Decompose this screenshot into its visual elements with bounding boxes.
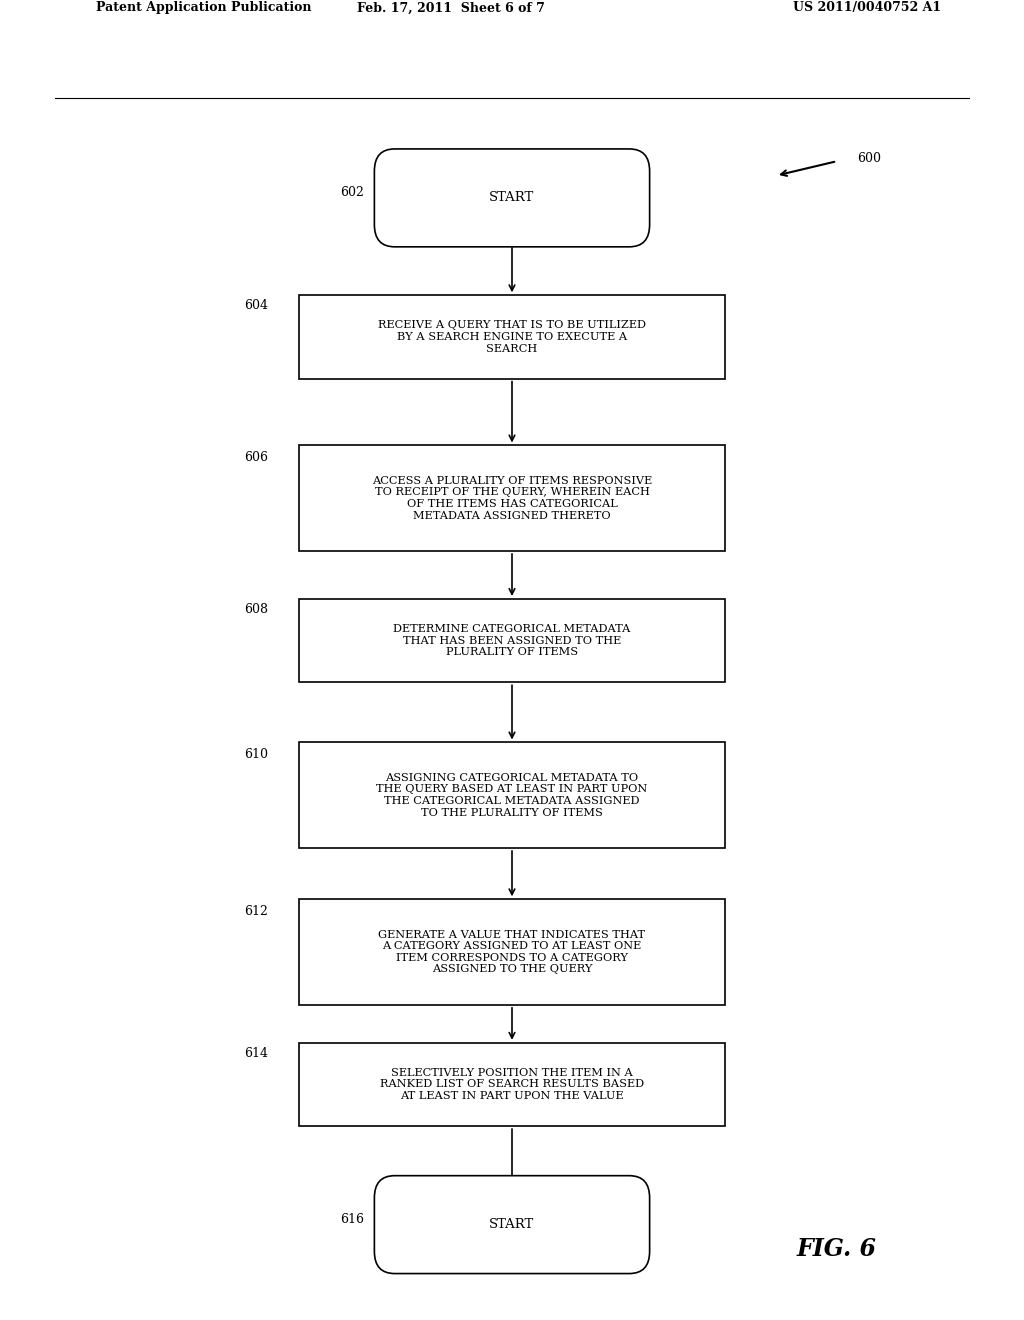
- Text: GENERATE A VALUE THAT INDICATES THAT
A CATEGORY ASSIGNED TO AT LEAST ONE
ITEM CO: GENERATE A VALUE THAT INDICATES THAT A C…: [379, 929, 645, 974]
- Text: 606: 606: [245, 450, 268, 463]
- Text: START: START: [489, 191, 535, 205]
- Text: SELECTIVELY POSITION THE ITEM IN A
RANKED LIST OF SEARCH RESULTS BASED
AT LEAST : SELECTIVELY POSITION THE ITEM IN A RANKE…: [380, 1068, 644, 1101]
- FancyBboxPatch shape: [299, 899, 725, 1005]
- Text: START: START: [489, 1218, 535, 1232]
- FancyBboxPatch shape: [299, 742, 725, 847]
- Text: RECEIVE A QUERY THAT IS TO BE UTILIZED
BY A SEARCH ENGINE TO EXECUTE A
SEARCH: RECEIVE A QUERY THAT IS TO BE UTILIZED B…: [378, 321, 646, 354]
- Text: ASSIGNING CATEGORICAL METADATA TO
THE QUERY BASED AT LEAST IN PART UPON
THE CATE: ASSIGNING CATEGORICAL METADATA TO THE QU…: [377, 772, 647, 817]
- FancyBboxPatch shape: [299, 599, 725, 682]
- Text: US 2011/0040752 A1: US 2011/0040752 A1: [794, 1, 941, 15]
- FancyBboxPatch shape: [299, 445, 725, 550]
- Text: 602: 602: [340, 186, 365, 199]
- Text: Patent Application Publication: Patent Application Publication: [95, 1, 311, 15]
- Text: Feb. 17, 2011  Sheet 6 of 7: Feb. 17, 2011 Sheet 6 of 7: [357, 1, 545, 15]
- Text: 604: 604: [245, 300, 268, 313]
- Text: 616: 616: [340, 1213, 365, 1225]
- FancyBboxPatch shape: [299, 296, 725, 379]
- FancyBboxPatch shape: [299, 1043, 725, 1126]
- Text: ACCESS A PLURALITY OF ITEMS RESPONSIVE
TO RECEIPT OF THE QUERY, WHEREIN EACH
OF : ACCESS A PLURALITY OF ITEMS RESPONSIVE T…: [372, 475, 652, 520]
- FancyBboxPatch shape: [375, 1176, 649, 1274]
- Text: 600: 600: [857, 152, 882, 165]
- FancyBboxPatch shape: [375, 149, 649, 247]
- Text: FIG. 6: FIG. 6: [797, 1237, 877, 1261]
- Text: 610: 610: [245, 747, 268, 760]
- Text: 614: 614: [245, 1047, 268, 1060]
- Text: 608: 608: [245, 603, 268, 616]
- Text: 612: 612: [245, 904, 268, 917]
- Text: DETERMINE CATEGORICAL METADATA
THAT HAS BEEN ASSIGNED TO THE
PLURALITY OF ITEMS: DETERMINE CATEGORICAL METADATA THAT HAS …: [393, 624, 631, 657]
